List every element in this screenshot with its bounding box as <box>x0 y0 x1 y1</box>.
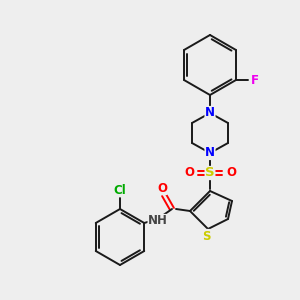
Text: Cl: Cl <box>114 184 126 196</box>
Text: N: N <box>205 146 215 160</box>
Text: F: F <box>251 74 259 86</box>
Text: S: S <box>205 167 215 179</box>
Text: O: O <box>184 167 194 179</box>
Text: O: O <box>157 182 167 194</box>
Text: S: S <box>202 230 210 242</box>
Text: O: O <box>226 167 236 179</box>
Text: N: N <box>205 106 215 119</box>
Text: NH: NH <box>148 214 168 227</box>
